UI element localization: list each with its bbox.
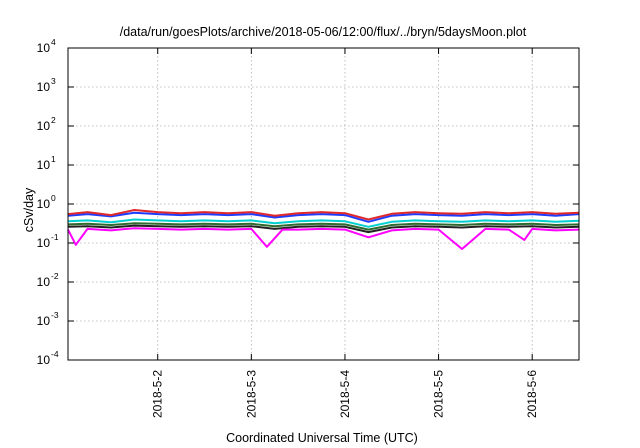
y-tick-base: 10 bbox=[37, 158, 51, 172]
y-tick-base: 10 bbox=[37, 353, 51, 367]
x-tick-label: 2018-5-4 bbox=[338, 370, 352, 418]
x-tick-label: 2018-5-3 bbox=[244, 370, 258, 418]
y-tick-exponent: 3 bbox=[51, 76, 56, 86]
y-tick-label: 10 0 bbox=[37, 193, 56, 211]
y-tick-exponent: -2 bbox=[51, 271, 59, 281]
y-tick-exponent: -3 bbox=[51, 310, 59, 320]
y-tick-label: 10 1 bbox=[37, 154, 56, 172]
plot-series bbox=[67, 209, 580, 250]
series-line bbox=[67, 209, 580, 221]
y-tick-base: 10 bbox=[37, 236, 51, 250]
y-tick-exponent: 1 bbox=[51, 154, 56, 164]
y-tick-label: 10 -4 bbox=[37, 349, 59, 367]
y-tick-label: 10 -1 bbox=[37, 232, 59, 250]
series-line bbox=[67, 211, 580, 223]
y-tick-base: 10 bbox=[37, 275, 51, 289]
x-tick-label: 2018-5-2 bbox=[151, 370, 165, 418]
x-tick-label: 2018-5-5 bbox=[432, 370, 446, 418]
y-tick-base: 10 bbox=[37, 41, 51, 55]
series-line bbox=[67, 224, 580, 234]
y-tick-base: 10 bbox=[37, 119, 51, 133]
y-tick-exponent: 4 bbox=[51, 37, 56, 47]
grid-lines bbox=[68, 48, 579, 360]
x-tick-label: 2018-5-6 bbox=[525, 370, 539, 418]
series-line bbox=[67, 227, 580, 250]
y-tick-exponent: 2 bbox=[51, 115, 56, 125]
y-tick-label: 10 3 bbox=[37, 76, 56, 94]
series-line bbox=[67, 222, 580, 231]
y-tick-label: 10 4 bbox=[37, 37, 56, 55]
y-tick-base: 10 bbox=[37, 314, 51, 328]
y-tick-exponent: -1 bbox=[51, 232, 59, 242]
y-axis-label: cSv/day bbox=[22, 187, 36, 232]
y-tick-label: 10 -2 bbox=[37, 271, 59, 289]
y-tick-base: 10 bbox=[37, 80, 51, 94]
y-tick-label: 10 -3 bbox=[37, 310, 59, 328]
series-line bbox=[67, 218, 580, 228]
chart-title: /data/run/goesPlots/archive/2018-05-06/1… bbox=[120, 25, 527, 39]
y-tick-base: 10 bbox=[37, 197, 51, 211]
tick-marks bbox=[68, 47, 579, 361]
x-axis-label: Coordinated Universal Time (UTC) bbox=[226, 431, 418, 445]
x-tick-labels: 2018-5-2 2018-5-3 2018-5-4 2018-5-5 2018-5-6 bbox=[151, 370, 539, 418]
y-tick-label: 10 2 bbox=[37, 115, 56, 133]
y-tick-exponent: 0 bbox=[51, 193, 56, 203]
y-tick-exponent: -4 bbox=[51, 349, 59, 359]
